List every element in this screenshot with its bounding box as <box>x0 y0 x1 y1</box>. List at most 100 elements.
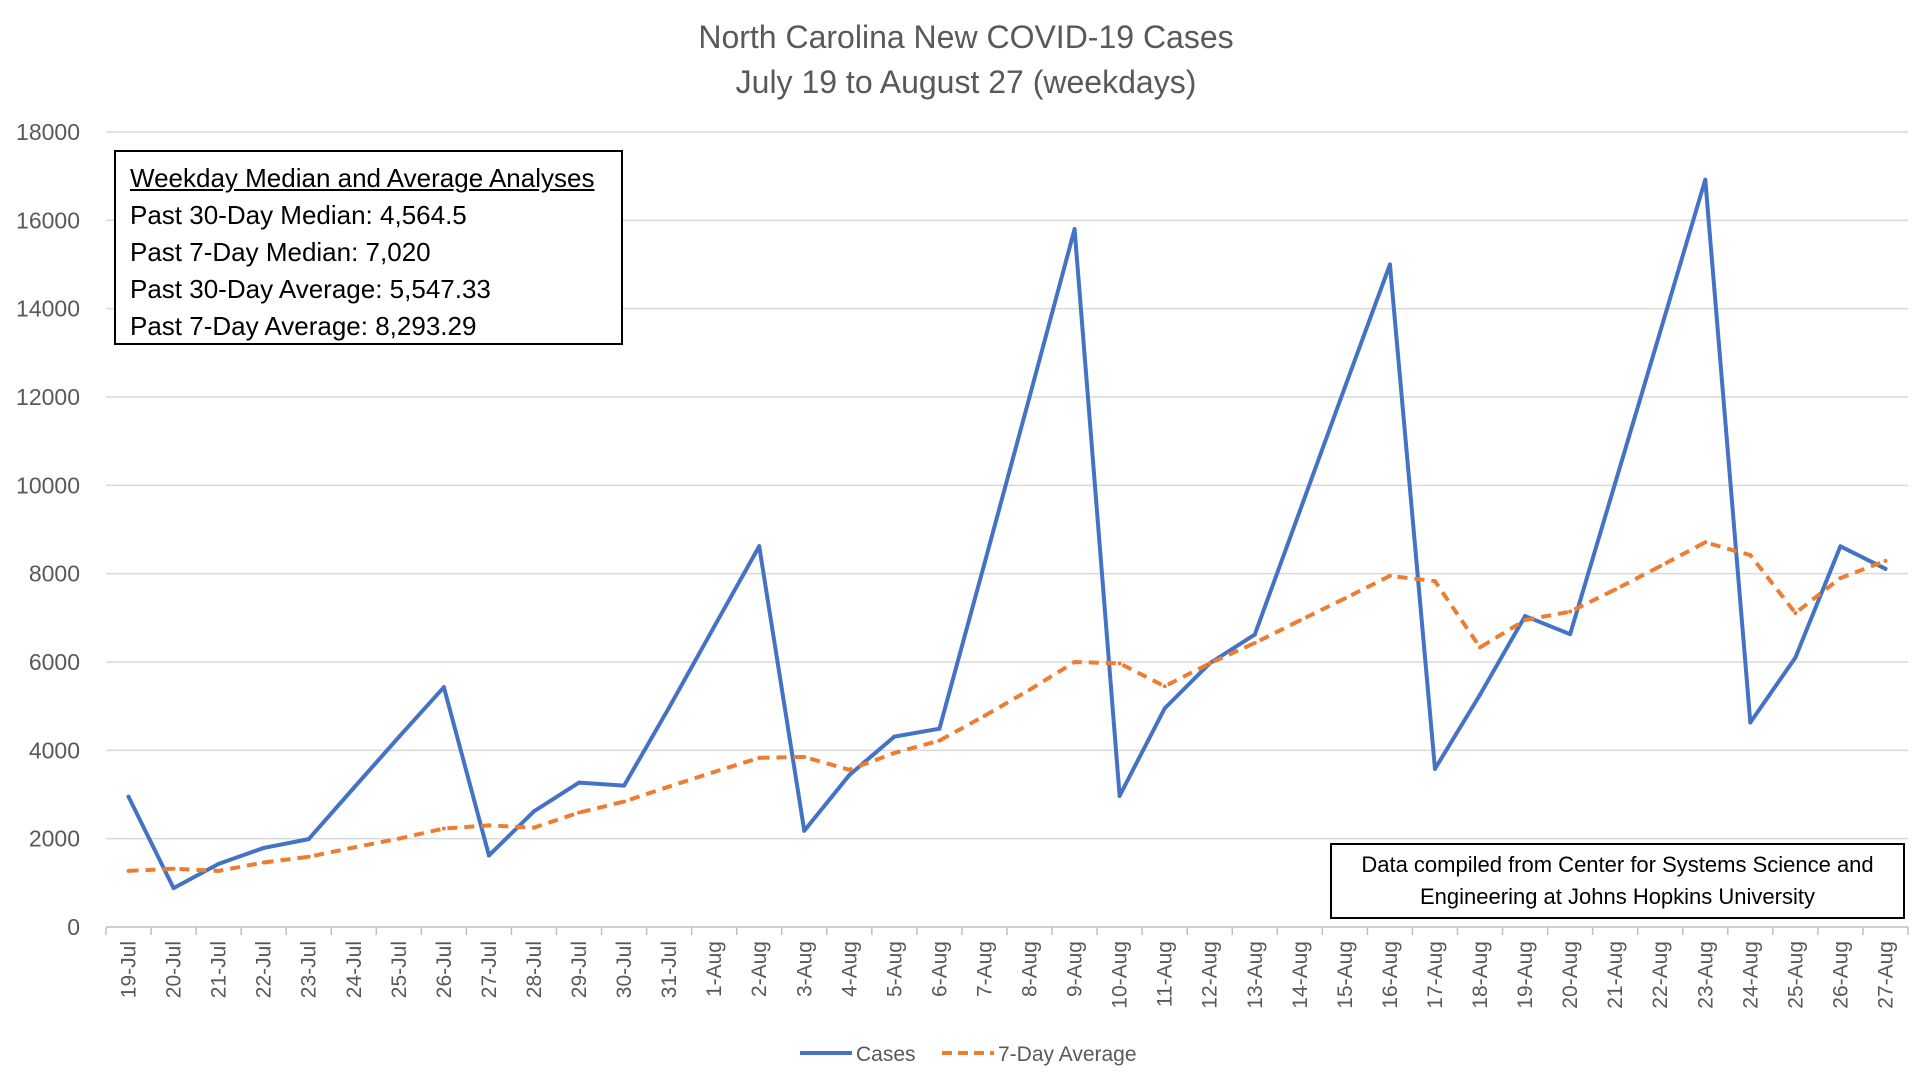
x-tick-label-2-Aug: 2-Aug <box>748 941 771 997</box>
data-point-7-day-average-26-Aug <box>1838 576 1843 581</box>
stats-line-7-day-average: Past 7-Day Average: 8,293.29 <box>130 311 477 341</box>
data-point-cases-24-Aug <box>1748 720 1753 725</box>
y-tick-label-12000: 12000 <box>16 384 80 410</box>
data-point-7-day-average-6-Aug <box>937 738 942 743</box>
x-tick-label-8-Aug: 8-Aug <box>1019 941 1042 997</box>
x-tick-label-25-Jul: 25-Jul <box>388 941 411 998</box>
data-point-cases-26-Jul <box>441 685 446 690</box>
data-point-7-day-average-8-Aug <box>1027 687 1032 692</box>
x-tick-label-26-Aug: 26-Aug <box>1829 941 1852 1009</box>
data-point-cases-26-Aug <box>1838 544 1843 549</box>
data-point-cases-8-Aug <box>1027 395 1032 399</box>
x-tick-label-10-Aug: 10-Aug <box>1109 941 1132 1009</box>
data-point-cases-25-Aug <box>1793 655 1798 660</box>
data-point-cases-10-Aug <box>1117 793 1122 798</box>
data-point-7-day-average-23-Aug <box>1703 540 1708 545</box>
data-point-cases-25-Jul <box>396 735 401 740</box>
data-point-7-day-average-20-Jul <box>171 866 176 871</box>
x-tick-label-5-Aug: 5-Aug <box>883 941 906 997</box>
data-point-cases-19-Aug <box>1523 614 1528 619</box>
data-point-7-day-average-1-Aug <box>712 769 717 774</box>
data-point-7-day-average-18-Aug <box>1478 645 1483 650</box>
data-point-cases-21-Aug <box>1613 481 1618 486</box>
x-tick-label-18-Aug: 18-Aug <box>1469 941 1492 1009</box>
x-tick-label-27-Aug: 27-Aug <box>1874 941 1897 1009</box>
x-tick-label-3-Aug: 3-Aug <box>793 941 816 997</box>
data-point-cases-22-Jul <box>261 845 266 850</box>
x-tick-label-27-Jul: 27-Jul <box>478 941 501 998</box>
data-point-7-day-average-26-Jul <box>441 826 446 831</box>
source-annotation-box: Data compiled from Center for Systems Sc… <box>1330 843 1905 919</box>
data-point-7-day-average-30-Jul <box>622 799 627 804</box>
data-point-7-day-average-27-Jul <box>486 823 491 828</box>
x-tick-label-25-Aug: 25-Aug <box>1784 941 1807 1009</box>
data-point-cases-17-Aug <box>1432 766 1437 771</box>
x-tick-label-6-Aug: 6-Aug <box>928 941 951 997</box>
y-tick-label-8000: 8000 <box>29 561 80 587</box>
data-point-7-day-average-22-Aug <box>1658 564 1663 569</box>
data-point-7-day-average-2-Aug <box>757 755 762 760</box>
stats-line-30-day-average: Past 30-Day Average: 5,547.33 <box>130 274 491 304</box>
legend-label-7-day-average: 7-Day Average <box>998 1043 1137 1066</box>
data-point-7-day-average-29-Jul <box>577 810 582 815</box>
data-point-7-day-average-21-Aug <box>1613 587 1618 592</box>
data-point-cases-3-Aug <box>802 828 807 833</box>
x-tick-label-26-Jul: 26-Jul <box>433 941 456 998</box>
data-point-7-day-average-17-Aug <box>1432 579 1437 584</box>
data-point-7-day-average-13-Aug <box>1252 641 1257 646</box>
data-point-7-day-average-19-Jul <box>126 868 131 873</box>
data-point-cases-23-Jul <box>306 837 311 842</box>
data-point-cases-22-Aug <box>1658 329 1663 334</box>
data-point-7-day-average-27-Aug <box>1883 558 1888 563</box>
x-tick-label-22-Jul: 22-Jul <box>253 941 276 998</box>
data-point-cases-27-Aug <box>1883 566 1888 571</box>
legend: Cases 7-Day Average <box>800 1043 1137 1066</box>
data-point-7-day-average-21-Jul <box>216 868 221 873</box>
x-tick-label-28-Jul: 28-Jul <box>523 941 546 998</box>
data-point-7-day-average-25-Aug <box>1793 610 1798 615</box>
stats-annotation-box: Weekday Median and Average Analyses Past… <box>114 150 623 345</box>
y-tick-label-0: 0 <box>67 914 80 940</box>
x-tick-label-31-Jul: 31-Jul <box>658 941 681 998</box>
data-point-7-day-average-11-Aug <box>1162 684 1167 689</box>
y-tick-label-10000: 10000 <box>16 472 80 498</box>
x-tick-label-29-Jul: 29-Jul <box>568 941 591 998</box>
data-point-cases-19-Jul <box>126 794 131 799</box>
legend-label-cases: Cases <box>856 1043 916 1066</box>
data-point-cases-27-Jul <box>486 853 491 858</box>
data-point-cases-16-Aug <box>1387 262 1392 267</box>
x-tick-label-12-Aug: 12-Aug <box>1199 941 1222 1009</box>
x-axis-ticks: 19-Jul 20-Jul 21-Jul 22-Jul 23-Jul 24-Jul 25-J… <box>105 927 1909 1009</box>
source-line-1: Data compiled from Center for Systems Sc… <box>1361 852 1874 877</box>
y-tick-label-14000: 14000 <box>16 296 80 322</box>
data-point-7-day-average-28-Jul <box>531 825 536 830</box>
data-point-7-day-average-23-Jul <box>306 854 311 859</box>
data-point-cases-21-Jul <box>216 861 221 866</box>
series-lines <box>126 177 1888 891</box>
x-tick-label-21-Aug: 21-Aug <box>1604 941 1627 1009</box>
data-point-7-day-average-12-Aug <box>1207 661 1212 666</box>
x-tick-label-23-Jul: 23-Jul <box>298 941 321 998</box>
x-tick-label-22-Aug: 22-Aug <box>1649 941 1672 1009</box>
stats-line-30-day-median: Past 30-Day Median: 4,564.5 <box>130 200 467 230</box>
y-tick-label-4000: 4000 <box>29 737 80 763</box>
x-tick-label-21-Jul: 21-Jul <box>208 941 231 998</box>
x-tick-label-24-Aug: 24-Aug <box>1739 941 1762 1009</box>
data-point-cases-9-Aug <box>1072 227 1077 232</box>
data-point-cases-5-Aug <box>892 734 897 739</box>
x-tick-label-24-Jul: 24-Jul <box>343 941 366 998</box>
data-point-cases-15-Aug <box>1342 385 1347 390</box>
x-tick-label-30-Jul: 30-Jul <box>613 941 636 998</box>
x-tick-label-7-Aug: 7-Aug <box>973 941 996 997</box>
x-tick-label-19-Jul: 19-Jul <box>118 941 141 998</box>
y-tick-label-18000: 18000 <box>16 119 80 145</box>
data-point-cases-28-Jul <box>531 809 536 814</box>
data-point-7-day-average-4-Aug <box>847 767 852 772</box>
chart-title: North Carolina New COVID-19 Cases <box>698 19 1233 55</box>
data-point-cases-11-Aug <box>1162 706 1167 711</box>
data-point-cases-2-Aug <box>757 544 762 549</box>
data-point-cases-23-Aug <box>1703 177 1708 182</box>
x-tick-label-20-Jul: 20-Jul <box>163 941 186 998</box>
x-tick-label-16-Aug: 16-Aug <box>1379 941 1402 1009</box>
x-tick-label-11-Aug: 11-Aug <box>1154 941 1177 1007</box>
